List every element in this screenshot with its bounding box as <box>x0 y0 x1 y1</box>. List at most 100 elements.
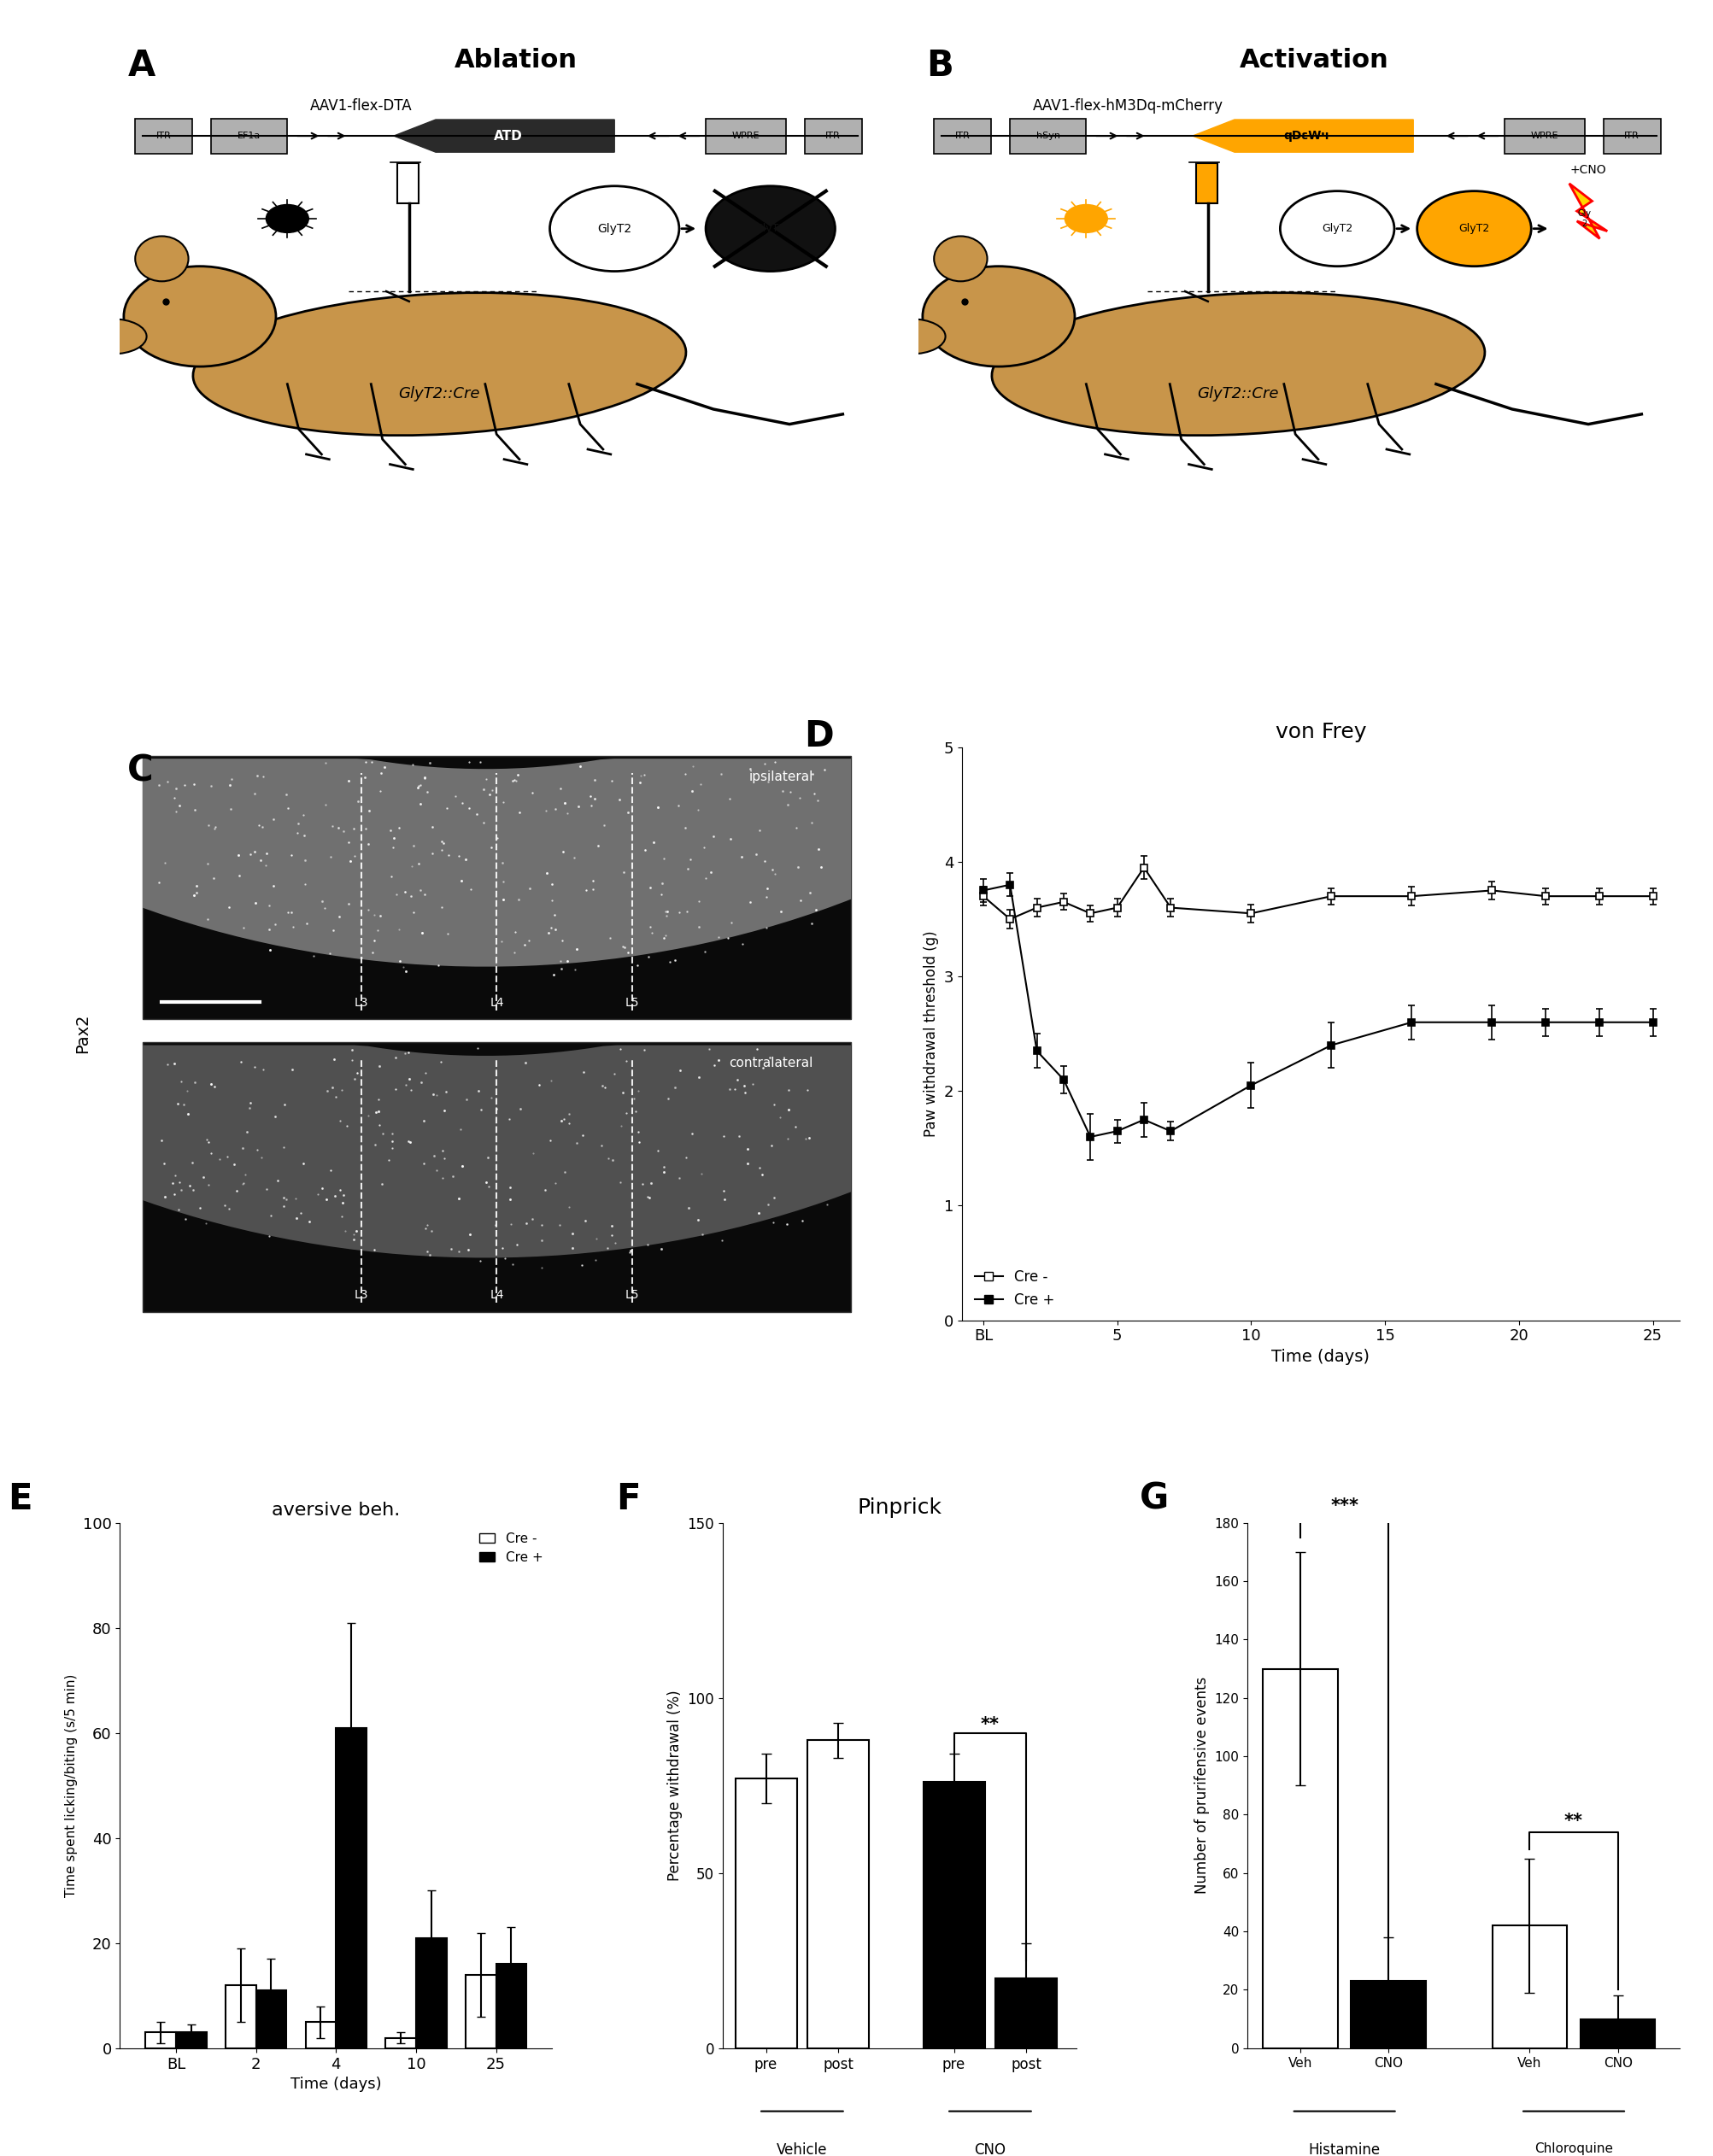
FancyBboxPatch shape <box>1196 164 1218 203</box>
Text: G: G <box>1139 1481 1168 1516</box>
Text: Chloroquine: Chloroquine <box>1533 2143 1612 2156</box>
Text: ipsilateral: ipsilateral <box>749 770 814 783</box>
Legend: Cre -, Cre +: Cre -, Cre + <box>968 1263 1060 1313</box>
Bar <box>1492 1925 1566 2048</box>
PathPatch shape <box>0 759 1244 966</box>
Bar <box>305 2022 336 2048</box>
FancyBboxPatch shape <box>706 119 785 153</box>
Ellipse shape <box>934 237 987 280</box>
Circle shape <box>1280 192 1394 265</box>
Text: EF1a: EF1a <box>238 132 260 140</box>
Bar <box>466 1975 495 2048</box>
Text: Histamine: Histamine <box>1309 2143 1379 2156</box>
Bar <box>735 1779 797 2048</box>
Polygon shape <box>1569 183 1607 239</box>
Text: GlyT2::Cre: GlyT2::Cre <box>399 386 480 401</box>
Circle shape <box>550 185 678 272</box>
X-axis label: Time (days): Time (days) <box>1271 1350 1369 1365</box>
FancyArrow shape <box>394 119 615 153</box>
Ellipse shape <box>79 319 147 354</box>
Text: ITR: ITR <box>954 132 970 140</box>
Circle shape <box>1417 192 1530 265</box>
Text: GlyT2: GlyT2 <box>755 222 786 235</box>
FancyBboxPatch shape <box>211 119 288 153</box>
Circle shape <box>266 205 308 233</box>
Text: E: E <box>7 1481 33 1516</box>
Text: C: C <box>127 752 154 789</box>
Text: D: D <box>803 718 833 755</box>
Text: GlyT2: GlyT2 <box>598 222 632 235</box>
Bar <box>176 2033 206 2048</box>
Bar <box>385 2037 416 2048</box>
Y-axis label: Percentage withdrawal (%): Percentage withdrawal (%) <box>666 1690 682 1880</box>
Text: WPRE: WPRE <box>731 132 759 140</box>
Text: L5: L5 <box>625 1289 639 1302</box>
Bar <box>495 1964 526 2048</box>
Title: aversive beh.: aversive beh. <box>272 1503 401 1520</box>
Ellipse shape <box>194 293 685 436</box>
Title: von Frey: von Frey <box>1274 722 1365 742</box>
FancyArrow shape <box>1192 119 1413 153</box>
Circle shape <box>1064 205 1107 233</box>
Text: Gly
2: Gly 2 <box>1578 209 1591 229</box>
Bar <box>255 1990 286 2048</box>
Bar <box>995 1979 1057 2048</box>
Circle shape <box>706 185 834 272</box>
Ellipse shape <box>135 237 188 280</box>
X-axis label: Time (days): Time (days) <box>289 2076 382 2091</box>
Ellipse shape <box>922 265 1074 367</box>
Text: ITR: ITR <box>826 132 841 140</box>
Text: CNO: CNO <box>975 2143 1006 2156</box>
Text: +CNO: +CNO <box>1569 164 1605 177</box>
Text: Pax2: Pax2 <box>74 1013 91 1054</box>
Text: ATD: ATD <box>493 129 522 142</box>
Text: A: A <box>127 47 156 84</box>
FancyBboxPatch shape <box>1504 119 1585 153</box>
FancyBboxPatch shape <box>397 164 418 203</box>
Text: ITR: ITR <box>1624 132 1639 140</box>
Text: ITR: ITR <box>156 132 171 140</box>
Bar <box>923 1783 985 2048</box>
Bar <box>1350 1981 1425 2048</box>
Bar <box>416 1938 445 2048</box>
Text: AAV1-flex-hM3Dq-mCherry: AAV1-flex-hM3Dq-mCherry <box>1033 99 1223 114</box>
Text: ***: *** <box>1329 1498 1358 1516</box>
PathPatch shape <box>0 1046 1259 1257</box>
Bar <box>226 1986 255 2048</box>
Text: L3: L3 <box>355 1289 368 1302</box>
Text: GlyT2: GlyT2 <box>1458 222 1489 235</box>
FancyBboxPatch shape <box>805 119 862 153</box>
Text: **: ** <box>1564 1813 1583 1830</box>
Text: contralateral: contralateral <box>728 1056 814 1069</box>
Bar <box>336 1727 367 2048</box>
Bar <box>1262 1669 1338 2048</box>
Text: B: B <box>927 47 952 84</box>
Y-axis label: Paw withdrawal threshold (g): Paw withdrawal threshold (g) <box>923 931 939 1136</box>
Bar <box>146 2033 176 2048</box>
Text: Activation: Activation <box>1238 47 1388 73</box>
Text: L3: L3 <box>355 996 368 1009</box>
FancyBboxPatch shape <box>1009 119 1086 153</box>
Text: GlyT2::Cre: GlyT2::Cre <box>1197 386 1278 401</box>
Ellipse shape <box>123 265 276 367</box>
Text: Ablation: Ablation <box>454 47 577 73</box>
Text: WPRE: WPRE <box>1530 132 1557 140</box>
Ellipse shape <box>992 293 1483 436</box>
Bar <box>807 1740 868 2048</box>
Text: AAV1-flex-DTA: AAV1-flex-DTA <box>310 99 413 114</box>
Text: hSyn: hSyn <box>1036 132 1060 140</box>
FancyBboxPatch shape <box>142 1041 851 1311</box>
Text: **: ** <box>980 1716 999 1733</box>
Title: Pinprick: Pinprick <box>856 1496 942 1518</box>
Text: L5: L5 <box>625 996 639 1009</box>
FancyBboxPatch shape <box>1603 119 1660 153</box>
FancyBboxPatch shape <box>142 757 851 1020</box>
Y-axis label: Time spent licking/biting (s/5 min): Time spent licking/biting (s/5 min) <box>65 1673 77 1897</box>
FancyBboxPatch shape <box>135 119 192 153</box>
Ellipse shape <box>877 319 946 354</box>
Text: qDεWч: qDεWч <box>1283 129 1329 142</box>
Text: L4: L4 <box>490 1289 504 1302</box>
Text: Vehicle: Vehicle <box>776 2143 827 2156</box>
FancyBboxPatch shape <box>934 119 990 153</box>
Text: L4: L4 <box>490 996 504 1009</box>
